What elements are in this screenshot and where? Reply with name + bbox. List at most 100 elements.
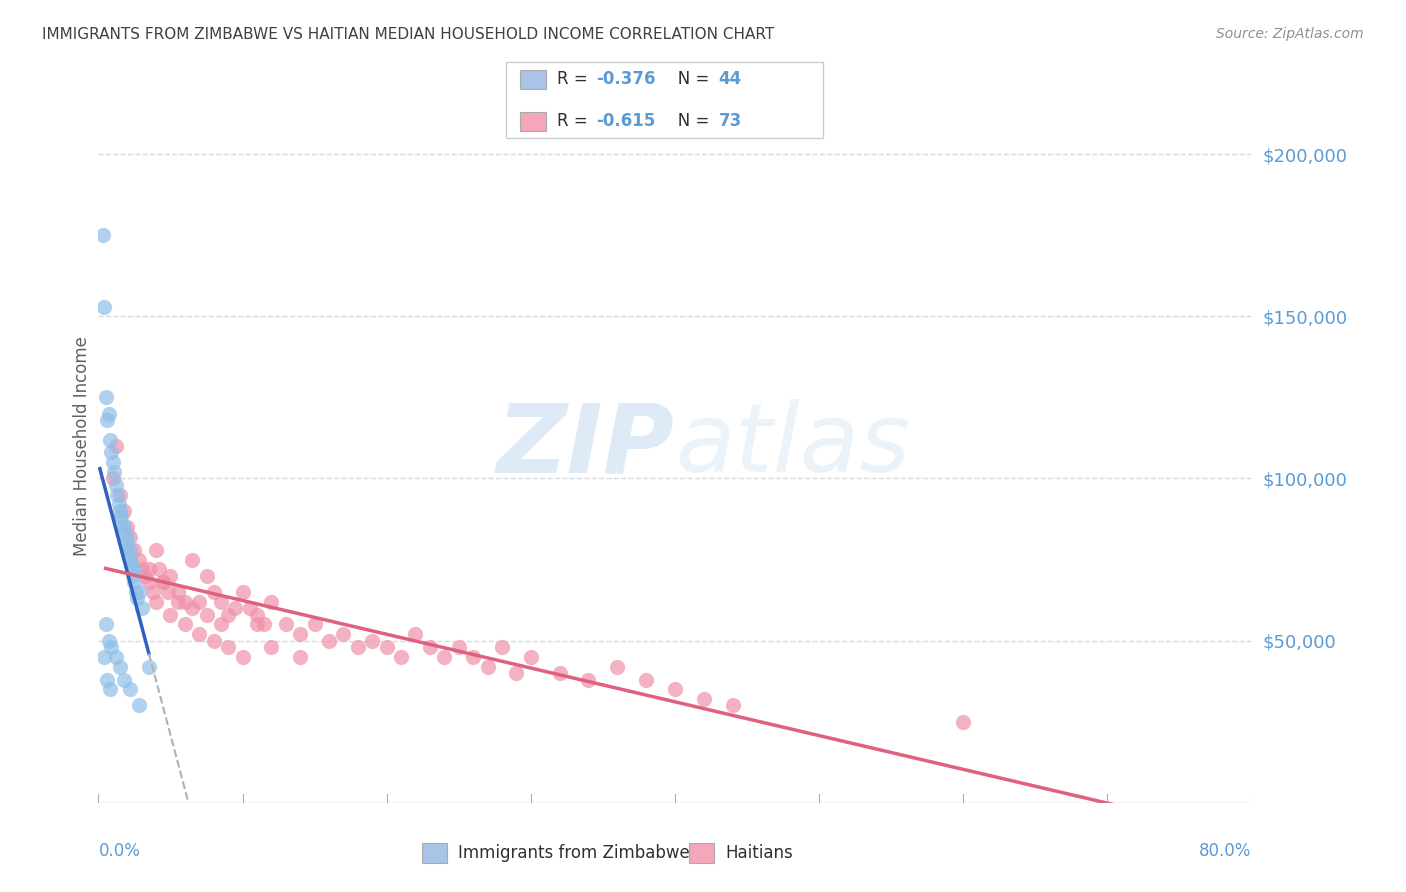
Point xyxy=(124,542,146,557)
Point xyxy=(108,659,131,673)
Point xyxy=(477,659,499,673)
Point xyxy=(606,659,628,673)
Point xyxy=(447,640,470,654)
Point xyxy=(93,649,115,664)
Text: ZIP: ZIP xyxy=(496,400,675,492)
Point xyxy=(103,465,125,479)
Point xyxy=(548,666,571,681)
Text: Source: ZipAtlas.com: Source: ZipAtlas.com xyxy=(1216,27,1364,41)
Point xyxy=(138,562,160,576)
Point xyxy=(128,585,150,599)
Point xyxy=(145,595,167,609)
Point xyxy=(260,595,283,609)
Point xyxy=(120,530,142,544)
Text: R =: R = xyxy=(557,70,593,88)
Point xyxy=(131,601,153,615)
Point xyxy=(100,445,122,459)
Point xyxy=(159,607,181,622)
Point xyxy=(217,607,239,622)
Point xyxy=(138,575,160,590)
Point xyxy=(96,673,118,687)
Point xyxy=(664,682,686,697)
Text: 44: 44 xyxy=(718,70,742,88)
Point xyxy=(188,595,211,609)
Point xyxy=(125,585,148,599)
Point xyxy=(112,520,135,534)
Point xyxy=(346,640,368,654)
Point xyxy=(952,714,974,729)
Text: Immigrants from Zimbabwe: Immigrants from Zimbabwe xyxy=(458,844,690,862)
Point xyxy=(101,455,124,469)
Point xyxy=(108,510,131,524)
Point xyxy=(202,633,225,648)
Point xyxy=(231,585,254,599)
Point xyxy=(112,526,135,541)
Point xyxy=(117,542,139,557)
Point xyxy=(104,649,127,664)
Point xyxy=(98,682,121,697)
Point xyxy=(114,536,136,550)
Text: IMMIGRANTS FROM ZIMBABWE VS HAITIAN MEDIAN HOUSEHOLD INCOME CORRELATION CHART: IMMIGRANTS FROM ZIMBABWE VS HAITIAN MEDI… xyxy=(42,27,775,42)
Point xyxy=(127,591,149,606)
Point xyxy=(152,575,174,590)
Point xyxy=(94,390,117,404)
Point xyxy=(239,601,262,615)
Point xyxy=(260,640,283,654)
Point xyxy=(107,497,129,511)
Point xyxy=(128,552,150,566)
Point xyxy=(195,607,218,622)
Point xyxy=(159,568,181,582)
Text: -0.615: -0.615 xyxy=(596,112,655,130)
Point xyxy=(131,562,153,576)
Point xyxy=(97,407,120,421)
Point xyxy=(405,627,427,641)
Point xyxy=(156,585,179,599)
Point xyxy=(419,640,441,654)
Point xyxy=(166,595,188,609)
Point xyxy=(461,649,484,664)
Point xyxy=(112,504,135,518)
Point xyxy=(96,413,118,427)
Point xyxy=(110,510,132,524)
Y-axis label: Median Household Income: Median Household Income xyxy=(73,336,91,556)
Point xyxy=(578,673,600,687)
Point xyxy=(693,692,716,706)
Point xyxy=(636,673,658,687)
Point xyxy=(122,568,145,582)
Text: 73: 73 xyxy=(718,112,742,130)
Text: 80.0%: 80.0% xyxy=(1199,842,1251,860)
Point xyxy=(290,627,312,641)
Point xyxy=(361,633,384,648)
Point xyxy=(108,504,131,518)
Point xyxy=(209,595,232,609)
Point xyxy=(209,617,232,632)
Point xyxy=(98,433,121,447)
Point xyxy=(166,585,188,599)
Point xyxy=(101,471,124,485)
Point xyxy=(108,488,131,502)
Point xyxy=(491,640,513,654)
Point xyxy=(174,595,197,609)
Point xyxy=(104,478,127,492)
Point xyxy=(142,585,165,599)
Point xyxy=(97,633,120,648)
Point xyxy=(246,617,269,632)
Point xyxy=(253,617,276,632)
Point xyxy=(274,617,297,632)
Point xyxy=(181,601,204,615)
Point xyxy=(375,640,398,654)
Point xyxy=(188,627,211,641)
Point xyxy=(93,300,115,314)
Point xyxy=(124,562,146,576)
Point xyxy=(138,659,160,673)
Point xyxy=(721,698,744,713)
Point xyxy=(105,488,128,502)
Text: R =: R = xyxy=(557,112,593,130)
Point xyxy=(124,575,146,590)
Text: -0.376: -0.376 xyxy=(596,70,655,88)
Point xyxy=(118,549,141,564)
Point xyxy=(145,542,167,557)
Point xyxy=(433,649,456,664)
Point xyxy=(120,682,142,697)
Point xyxy=(224,601,246,615)
